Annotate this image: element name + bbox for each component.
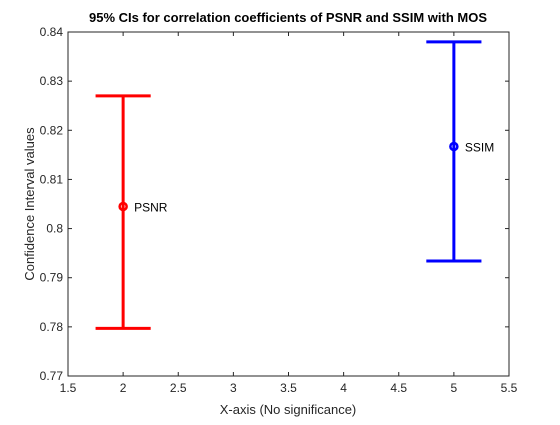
y-tick-label: 0.82 xyxy=(40,123,64,137)
chart-title: 95% CIs for correlation coefficients of … xyxy=(89,10,487,25)
x-tick-label: 3 xyxy=(230,381,237,395)
y-axis-label: Confidence Interval values xyxy=(22,127,37,281)
x-tick-label: 2 xyxy=(120,381,127,395)
y-tick-label: 0.79 xyxy=(40,271,64,285)
y-tick-label: 0.78 xyxy=(40,320,64,334)
error-bar-series: PSNR SSIM xyxy=(95,40,494,330)
x-tick-label: 4 xyxy=(340,381,347,395)
psnr-point xyxy=(118,201,128,212)
x-tick-label: 5.5 xyxy=(501,381,518,395)
y-tick-label: 0.84 xyxy=(40,25,64,39)
x-tick-label: 4.5 xyxy=(390,381,407,395)
x-tick-label: 3.5 xyxy=(280,381,297,395)
x-tick-label: 2.5 xyxy=(170,381,187,395)
x-axis-label: X-axis (No significance) xyxy=(220,402,357,417)
ssim-point xyxy=(449,141,459,152)
x-axis-ticks: 1.5 2 2.5 3 3.5 4 4.5 5 5.5 xyxy=(60,32,518,395)
series-psnr: PSNR xyxy=(95,94,168,330)
ssim-point-label: SSIM xyxy=(465,141,494,155)
y-tick-label: 0.83 xyxy=(40,74,64,88)
x-tick-label: 1.5 xyxy=(60,381,77,395)
x-tick-label: 5 xyxy=(451,381,458,395)
plot-area xyxy=(67,31,510,377)
psnr-point-label: PSNR xyxy=(134,200,168,214)
y-tick-label: 0.8 xyxy=(46,222,63,236)
y-tick-label: 0.81 xyxy=(40,172,64,186)
series-ssim: SSIM xyxy=(426,40,494,263)
y-axis-ticks: 0.77 0.78 0.79 0.8 0.81 0.82 0.83 0.84 xyxy=(40,25,509,383)
y-tick-label: 0.77 xyxy=(40,369,64,383)
